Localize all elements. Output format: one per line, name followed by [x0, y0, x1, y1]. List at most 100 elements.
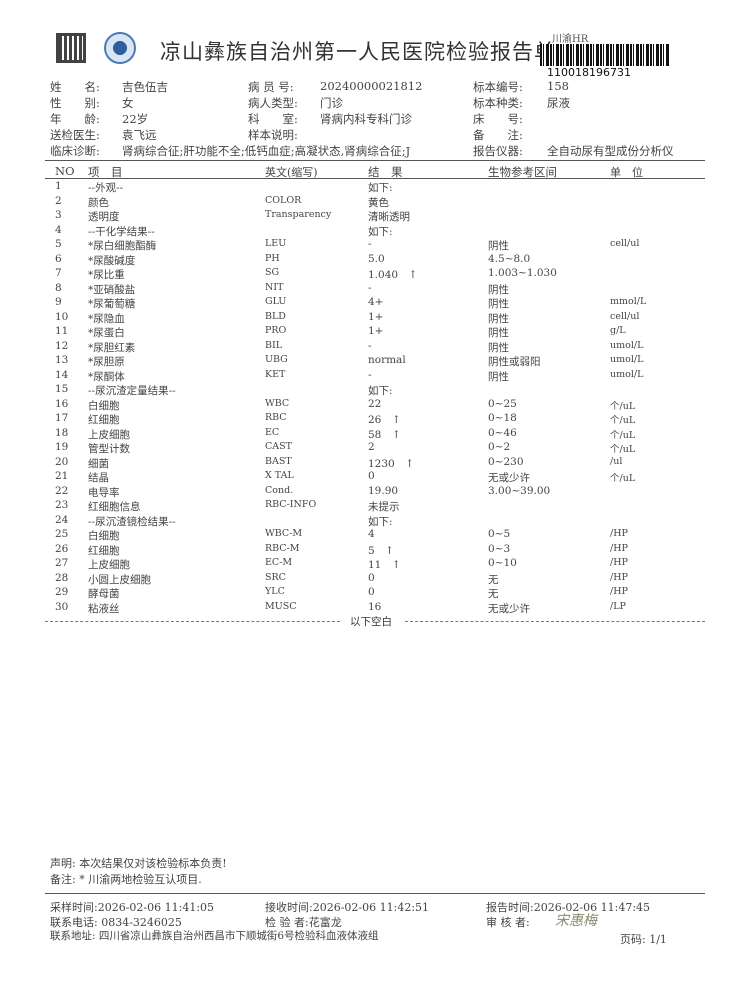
row-item: 结晶 — [88, 472, 109, 484]
row-english: WBC — [265, 397, 290, 409]
table-row: 27 上皮细胞 EC-M 11 ↑ 0~10/HP — [0, 557, 750, 571]
table-row: 16 白细胞 WBC 22 0~25 个/uL — [0, 398, 750, 412]
field-label: 备 注: — [473, 128, 523, 142]
row-item: 颜色 — [88, 196, 109, 209]
table-row: 25 白细胞 WBC-M 4 0~5/HP — [0, 528, 750, 542]
row-result: - — [368, 281, 372, 294]
row-result: 如下: — [368, 182, 393, 194]
table-row: 13 *尿胆原 UBG normal 阴性或弱阳 umol/L — [0, 354, 750, 368]
row-english: X TAL — [265, 470, 294, 481]
row-result: 5 ↑ — [368, 544, 394, 557]
phone: 联系电话: 0834-3246025 — [50, 916, 182, 929]
row-result: 19.90 — [368, 484, 399, 497]
row-no: 24 — [55, 513, 69, 526]
row-unit: /ul — [610, 455, 623, 467]
row-english: UBG — [265, 354, 288, 365]
remark: 备注: * 川渝两地检验互认项目. — [50, 873, 202, 886]
row-unit: 个/uL — [610, 473, 636, 484]
row-item: *尿酸碱度 — [88, 254, 136, 267]
divider — [45, 621, 340, 622]
field-value: 22岁 — [122, 112, 149, 126]
sample-time: 采样时间:2026-02-06 11:41:05 — [50, 901, 215, 914]
row-result: 0 — [368, 470, 375, 482]
row-no: 27 — [55, 557, 69, 569]
row-unit: umol/L — [610, 339, 644, 351]
row-unit: 个/uL — [610, 415, 636, 426]
table-row: 22 电导率 Cond. 19.90 3.00~39.00 — [0, 485, 750, 499]
receive-time: 接收时间:2026-02-06 11:42:51 — [265, 901, 430, 914]
row-english: Cond. — [265, 484, 294, 496]
col-unit: 单 位 — [610, 166, 643, 179]
end-note: 以下空白 — [350, 616, 392, 628]
field-label: 科 室: — [248, 112, 298, 126]
row-unit: /HP — [610, 571, 628, 583]
row-unit: 个/uL — [610, 400, 636, 412]
qr-code — [56, 33, 86, 63]
row-reference: 阴性 — [488, 240, 509, 252]
row-no: 9 — [55, 296, 62, 308]
row-reference: 阴性 — [488, 312, 509, 325]
row-result: - — [368, 238, 372, 250]
row-reference: 无 — [488, 573, 499, 586]
table-row: 18 上皮细胞 EC 58 ↑ 0~46 个/uL — [0, 427, 750, 441]
table-row: 4 --干化学结果-- 如下: — [0, 224, 750, 238]
row-item: 红细胞 — [88, 544, 120, 557]
row-reference: 4.5~8.0 — [488, 252, 531, 265]
field-label: 床 号: — [473, 112, 523, 126]
row-no: 13 — [55, 354, 69, 366]
row-unit: g/L — [610, 325, 626, 336]
row-reference: 1.003~1.030 — [488, 267, 557, 279]
row-reference: 阴性 — [488, 283, 509, 296]
row-item: *尿蛋白 — [88, 327, 125, 339]
col-english: 英文(缩写) — [265, 166, 318, 179]
row-result: 11 ↑ — [368, 559, 401, 571]
row-english: LEU — [265, 238, 287, 249]
col-no: NO — [55, 164, 75, 178]
divider — [45, 893, 705, 894]
row-result: 5.0 — [368, 252, 385, 265]
row-english: MUSC — [265, 600, 297, 612]
instrument-value: 全自动尿有型成份分析仪 — [547, 144, 674, 158]
row-english: PH — [265, 252, 280, 264]
row-item: *尿酮体 — [88, 370, 125, 383]
address: 联系地址: 四川省凉山彝族自治州西昌市下顺城街6号检验科血液体液组 — [50, 930, 379, 942]
row-item: *亚硝酸盐 — [88, 283, 136, 296]
field-label: 病人类型: — [248, 96, 298, 110]
row-english: GLU — [265, 296, 287, 307]
row-unit: /HP — [610, 586, 628, 597]
row-item: 管型计数 — [88, 443, 130, 455]
instrument-label: 报告仪器: — [473, 144, 523, 158]
row-no: 22 — [55, 484, 69, 497]
row-item: *尿比重 — [88, 269, 125, 281]
row-item: --尿沉渣定量结果-- — [88, 385, 176, 397]
row-no: 23 — [55, 499, 69, 511]
row-no: 7 — [55, 267, 62, 279]
row-english: SG — [265, 267, 280, 278]
table-row: 24 --尿沉渣镜检结果-- 如下: — [0, 514, 750, 528]
table-row: 1 --外观-- 如下: — [0, 180, 750, 194]
row-reference: 无 — [488, 588, 499, 600]
reviewer-signature: 宋惠梅 — [555, 913, 597, 929]
row-unit: cell/ul — [610, 238, 640, 249]
row-result: 1+ — [368, 310, 384, 323]
table-row: 12 *尿胆红素 BIL - 阴性 umol/L — [0, 340, 750, 354]
table-row: 15 --尿沉渣定量结果-- 如下: — [0, 383, 750, 397]
row-reference: 阴性 — [488, 370, 509, 383]
row-unit: umol/L — [610, 354, 644, 365]
row-no: 10 — [55, 310, 69, 323]
field-label: 标本种类: — [473, 96, 523, 110]
row-unit: /LP — [610, 600, 626, 612]
row-item: 红细胞 — [88, 414, 120, 426]
row-reference: 无或少许 — [488, 472, 530, 484]
row-reference: 阴性 — [488, 298, 509, 310]
row-english: PRO — [265, 325, 287, 336]
row-result: 如下: — [368, 225, 393, 238]
diagnosis-label: 临床诊断: — [50, 144, 100, 158]
table-row: 2 颜色 COLOR 黄色 — [0, 195, 750, 209]
row-english: YLC — [265, 586, 285, 597]
row-reference: 0~5 — [488, 528, 511, 540]
row-item: --干化学结果-- — [88, 225, 155, 238]
row-no: 29 — [55, 586, 69, 598]
row-english: KET — [265, 368, 286, 380]
row-result: 1230 ↑ — [368, 457, 415, 470]
